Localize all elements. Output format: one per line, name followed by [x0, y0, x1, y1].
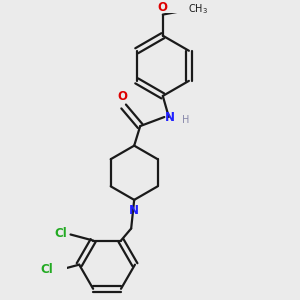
Text: CH$_3$: CH$_3$ — [188, 2, 208, 16]
Text: N: N — [129, 204, 139, 218]
Text: O: O — [157, 1, 167, 14]
Text: O: O — [117, 91, 127, 103]
Text: Cl: Cl — [55, 227, 68, 240]
Text: N: N — [165, 110, 175, 124]
Text: Cl: Cl — [41, 263, 54, 276]
Text: H: H — [182, 115, 189, 125]
